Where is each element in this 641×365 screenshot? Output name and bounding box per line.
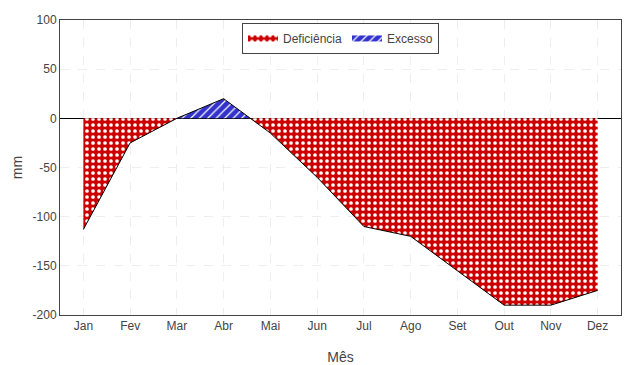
- svg-text:Out: Out: [494, 319, 514, 333]
- svg-text:Deficiência: Deficiência: [283, 32, 342, 46]
- svg-text:Dez: Dez: [587, 319, 608, 333]
- svg-text:-150: -150: [33, 259, 57, 273]
- svg-text:Excesso: Excesso: [387, 32, 433, 46]
- svg-text:Mai: Mai: [261, 319, 280, 333]
- svg-text:mm: mm: [9, 156, 25, 179]
- svg-text:Set: Set: [448, 319, 467, 333]
- svg-text:-100: -100: [33, 210, 57, 224]
- svg-text:Jan: Jan: [74, 319, 93, 333]
- svg-text:Jun: Jun: [307, 319, 326, 333]
- svg-text:Mar: Mar: [167, 319, 188, 333]
- svg-text:Fev: Fev: [120, 319, 140, 333]
- svg-text:50: 50: [43, 62, 57, 76]
- svg-text:-200: -200: [33, 308, 57, 322]
- svg-text:Jul: Jul: [356, 319, 371, 333]
- svg-text:100: 100: [37, 13, 57, 27]
- svg-text:Nov: Nov: [540, 319, 561, 333]
- svg-text:Ago: Ago: [400, 319, 422, 333]
- svg-text:Abr: Abr: [214, 319, 233, 333]
- svg-text:-50: -50: [39, 161, 57, 175]
- svg-text:Mês: Mês: [327, 349, 353, 365]
- svg-text:0: 0: [50, 112, 57, 126]
